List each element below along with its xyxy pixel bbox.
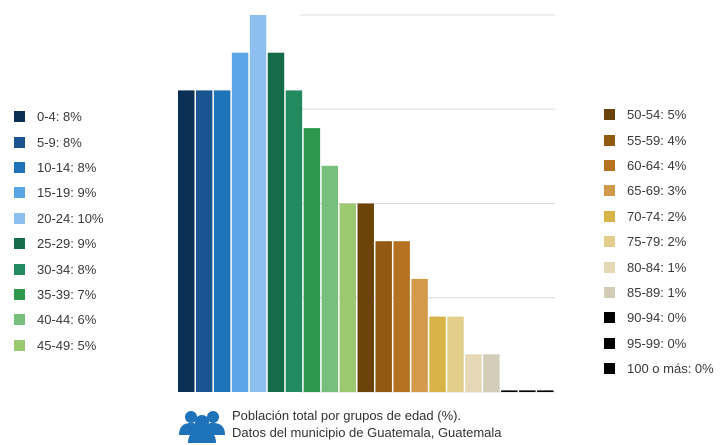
bar-20-24 [249,15,267,392]
bar-55-59 [375,241,392,392]
legend-swatch [14,136,25,148]
bar-85-89 [483,354,500,392]
legend-item: 90-94: 0% [604,305,714,330]
legend-item: 70-74: 2% [604,204,714,229]
legend-label: 60-64: 4% [627,157,687,173]
legend-swatch [604,185,615,197]
legend-item: 0-4: 8% [14,104,104,129]
legend-item: 25-29: 9% [14,231,104,256]
legend-item: 30-34: 8% [14,256,104,281]
bar-0-4 [178,90,195,393]
legend-swatch [604,134,615,146]
legend-swatch [604,159,615,171]
bar-75-79 [447,316,464,392]
legend-swatch [604,312,615,324]
legend-swatch [604,236,615,248]
legend-swatch [14,212,25,224]
legend-swatch [14,161,25,173]
bar-10-14 [213,90,231,393]
legend-left: 0-4: 8% 5-9: 8% 10-14: 8% 15-19: 9% 20-24: 1… [14,104,104,358]
legend-label: 90-94: 0% [627,310,687,326]
legend-label: 15-19: 9% [37,185,97,201]
legend-label: 5-9: 8% [37,134,82,150]
legend-item: 40-44: 6% [14,307,104,332]
legend-label: 55-59: 4% [627,132,687,148]
legend-item: 75-79: 2% [604,229,714,254]
legend-item: 80-84: 1% [604,254,714,279]
legend-item: 95-99: 0% [604,331,714,356]
legend-right: 50-54: 5% 55-59: 4% 60-64: 4% 65-69: 3% 70-7… [604,102,714,381]
legend-swatch [604,363,615,375]
bar-30-34 [285,90,303,393]
legend-item: 65-69: 3% [604,178,714,203]
legend-label: 10-14: 8% [37,159,97,175]
legend-item: 10-14: 8% [14,155,104,180]
legend-swatch [604,261,615,273]
legend-label: 85-89: 1% [627,284,687,300]
bar-50-54 [357,203,374,392]
legend-item: 100 o más: 0% [604,356,714,381]
legend-item: 60-64: 4% [604,153,714,178]
legend-label: 35-39: 7% [37,286,97,302]
legend-swatch [14,288,25,300]
chart-bars [178,15,554,393]
legend-label: 65-69: 3% [627,183,687,199]
legend-item: 15-19: 9% [14,180,104,205]
legend-item: 5-9: 8% [14,129,104,154]
legend-swatch [604,109,615,121]
legend-swatch [14,314,25,326]
legend-item: 85-89: 1% [604,280,714,305]
legend-label: 30-34: 8% [37,261,97,277]
legend-item: 20-24: 10% [14,206,104,231]
legend-item: 35-39: 7% [14,282,104,307]
bar-25-29 [267,52,285,392]
legend-item: 50-54: 5% [604,102,714,127]
bar-45-49 [339,203,357,392]
legend-label: 80-84: 1% [627,259,687,275]
bar-95-99 [519,390,536,392]
caption-line-1: Población total por grupos de edad (%). [232,408,462,423]
legend-swatch [604,337,615,349]
bar-90-94 [501,390,518,392]
caption-line-2: Datos del municipio de Guatemala, Guatem… [232,425,502,440]
legend-label: 75-79: 2% [627,234,687,250]
legend-label: 0-4: 8% [37,109,82,125]
legend-label: 70-74: 2% [627,208,687,224]
legend-label: 25-29: 9% [37,236,97,252]
legend-label: 95-99: 0% [627,335,687,351]
legend-label: 40-44: 6% [37,312,97,328]
legend-swatch [14,111,25,123]
bar-15-19 [231,52,249,392]
bar-65-69 [411,278,428,392]
legend-item: 45-49: 5% [14,333,104,358]
legend-swatch [14,263,25,275]
bar-80-84 [465,354,482,392]
bar-5-9 [195,90,213,393]
legend-swatch [604,210,615,222]
legend-label: 100 o más: 0% [627,361,714,377]
legend-swatch [604,286,615,298]
people-group-icon [179,411,225,443]
bar-70-74 [429,316,446,392]
chart-caption: Población total por grupos de edad (%). … [178,405,502,443]
legend-label: 20-24: 10% [37,210,104,226]
legend-swatch [14,339,25,351]
bar-35-39 [303,128,321,392]
bar-100-o-más [537,390,554,392]
legend-swatch [14,238,25,250]
legend-swatch [14,187,25,199]
bar-60-64 [393,241,410,392]
legend-label: 45-49: 5% [37,337,97,353]
legend-label: 50-54: 5% [627,107,687,123]
bar-40-44 [321,165,339,392]
legend-item: 55-59: 4% [604,127,714,152]
